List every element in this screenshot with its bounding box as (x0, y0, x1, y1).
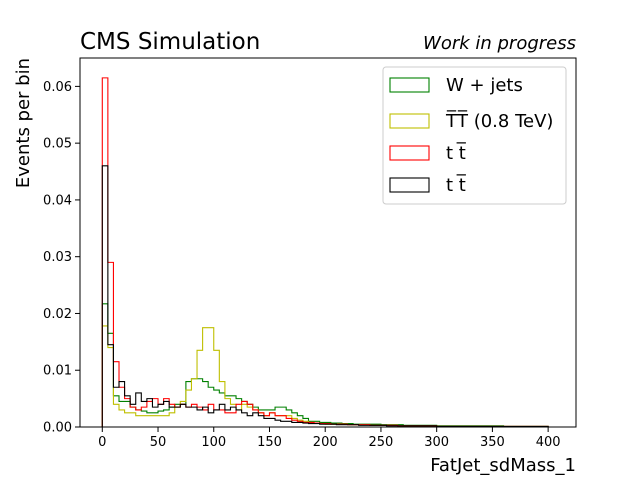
x-tick-label: 0 (98, 435, 106, 450)
x-tick-label: 250 (369, 435, 394, 450)
y-tick-label: 0.01 (43, 364, 72, 379)
x-tick-label: 350 (480, 435, 505, 450)
y-tick-label: 0.00 (43, 421, 72, 436)
series-layer (101, 77, 549, 427)
x-tick-label: 300 (424, 435, 449, 450)
x-axis-ticks: 0 50 100 150 200 250 300 350 400 (98, 427, 561, 450)
y-tick-label: 0.04 (43, 193, 72, 208)
legend-label-0: W + jets (446, 75, 523, 96)
legend-label-1: T̅T̅ (0.8 TeV) (445, 110, 553, 132)
legend-swatch-3 (389, 177, 430, 193)
legend-swatch-0 (389, 77, 430, 93)
legend-swatch-1 (389, 113, 430, 129)
x-tick-label: 400 (536, 435, 561, 450)
legend-label-3: t t̅ (446, 174, 467, 196)
y-tick-label: 0.06 (43, 80, 72, 95)
series-line-0 (101, 303, 549, 427)
x-axis-label: FatJet_sdMass_1 (430, 455, 576, 476)
legend: W + jets T̅T̅ (0.8 TeV) t t̅ t t̅ (382, 66, 567, 205)
y-tick-label: 0.05 (43, 137, 72, 152)
y-axis-ticks: 0.00 0.01 0.02 0.03 0.04 0.05 0.06 (43, 80, 80, 436)
x-tick-label: 150 (257, 435, 282, 450)
legend-swatch-2 (389, 145, 430, 161)
series-line-3 (101, 165, 549, 427)
axes-frame (79, 57, 577, 428)
y-axis-label: Events per bin (13, 58, 34, 188)
header-right-label: Work in progress (423, 33, 576, 54)
header-left-label: CMS Simulation (80, 29, 260, 55)
y-tick-label: 0.03 (43, 250, 72, 265)
x-tick-label: 50 (150, 435, 167, 450)
x-tick-label: 200 (313, 435, 338, 450)
legend-label-2: t t̅ (446, 142, 467, 164)
legend-frame (382, 66, 567, 205)
y-tick-label: 0.02 (43, 307, 72, 322)
x-tick-label: 100 (201, 435, 226, 450)
